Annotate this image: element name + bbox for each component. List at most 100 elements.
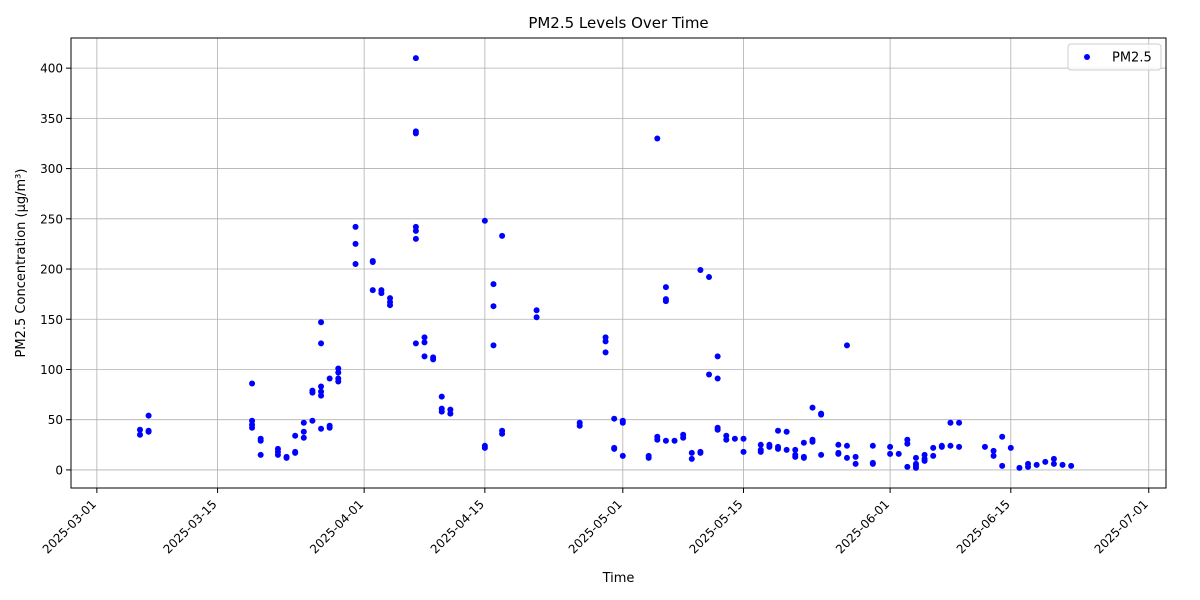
data-point xyxy=(292,432,299,439)
data-point xyxy=(843,442,850,449)
data-point xyxy=(800,439,807,446)
y-tick-label: 150 xyxy=(40,313,63,327)
data-point xyxy=(335,378,342,385)
data-point xyxy=(438,393,445,400)
data-point xyxy=(662,437,669,444)
data-point xyxy=(300,434,307,441)
data-point xyxy=(602,338,609,345)
legend: PM2.5 xyxy=(1067,43,1162,71)
x-axis-label: Time xyxy=(602,571,635,586)
data-point xyxy=(412,235,419,242)
y-tick-label: 200 xyxy=(40,263,63,277)
data-point xyxy=(352,223,359,230)
plot-area-frame xyxy=(70,37,1167,489)
data-point xyxy=(1025,463,1032,470)
y-tick-label: 400 xyxy=(40,62,63,76)
data-point xyxy=(818,411,825,418)
data-point xyxy=(318,340,325,347)
data-point xyxy=(740,435,747,442)
data-point xyxy=(1033,461,1040,468)
data-point xyxy=(145,412,152,419)
data-point xyxy=(438,408,445,415)
data-point xyxy=(1068,462,1075,469)
data-point xyxy=(490,281,497,288)
data-point xyxy=(723,436,730,443)
data-point xyxy=(818,451,825,458)
data-point xyxy=(740,448,747,455)
data-point xyxy=(387,302,394,309)
data-point xyxy=(326,424,333,431)
data-point xyxy=(671,437,678,444)
data-point xyxy=(912,464,919,471)
data-point xyxy=(792,446,799,453)
data-point xyxy=(421,339,428,346)
data-point xyxy=(981,443,988,450)
data-point xyxy=(309,417,316,424)
data-point xyxy=(904,463,911,470)
data-point xyxy=(895,450,902,457)
data-point xyxy=(990,452,997,459)
data-point xyxy=(662,298,669,305)
data-point xyxy=(1059,461,1066,468)
data-point xyxy=(809,438,816,445)
data-point xyxy=(680,434,687,441)
y-axis-ticks: 0 50 100 150 200 250 300 350 400 xyxy=(40,62,71,477)
data-point xyxy=(257,437,264,444)
data-point xyxy=(292,448,299,455)
y-tick-label: 300 xyxy=(40,162,63,176)
data-point xyxy=(136,431,143,438)
data-point xyxy=(300,419,307,426)
data-point xyxy=(956,419,963,426)
data-point xyxy=(1050,460,1057,467)
data-point xyxy=(714,353,721,360)
data-point xyxy=(999,462,1006,469)
data-point xyxy=(421,353,428,360)
data-point xyxy=(921,457,928,464)
data-point xyxy=(775,445,782,452)
data-point xyxy=(714,375,721,382)
data-point xyxy=(145,428,152,435)
data-point xyxy=(714,426,721,433)
data-point xyxy=(783,428,790,435)
data-point xyxy=(412,55,419,62)
data-point xyxy=(412,340,419,347)
data-point xyxy=(499,232,506,239)
data-point xyxy=(999,433,1006,440)
data-point xyxy=(843,454,850,461)
data-point xyxy=(990,447,997,454)
data-point xyxy=(309,389,316,396)
data-point xyxy=(697,449,704,456)
data-point xyxy=(800,454,807,461)
data-point xyxy=(249,380,256,387)
data-point xyxy=(1016,464,1023,471)
y-tick-label: 250 xyxy=(40,212,63,226)
data-point xyxy=(792,453,799,460)
data-point xyxy=(378,290,385,297)
data-point xyxy=(688,449,695,456)
data-point xyxy=(611,445,618,452)
data-point xyxy=(257,451,264,458)
y-tick-label: 0 xyxy=(55,463,63,477)
data-point xyxy=(447,410,454,417)
data-point xyxy=(947,419,954,426)
data-point xyxy=(869,460,876,467)
data-point xyxy=(654,135,661,142)
data-point xyxy=(930,444,937,451)
data-point xyxy=(619,452,626,459)
data-point xyxy=(490,342,497,349)
data-point xyxy=(412,130,419,137)
data-point xyxy=(499,430,506,437)
data-point xyxy=(533,314,540,321)
data-point xyxy=(481,444,488,451)
data-point xyxy=(956,443,963,450)
data-point xyxy=(412,227,419,234)
chart-title: PM2.5 Levels Over Time xyxy=(528,14,708,32)
data-point xyxy=(662,284,669,291)
data-point xyxy=(688,455,695,462)
data-point xyxy=(369,259,376,265)
data-point xyxy=(766,443,773,450)
data-point xyxy=(490,303,497,310)
data-point xyxy=(843,342,850,349)
